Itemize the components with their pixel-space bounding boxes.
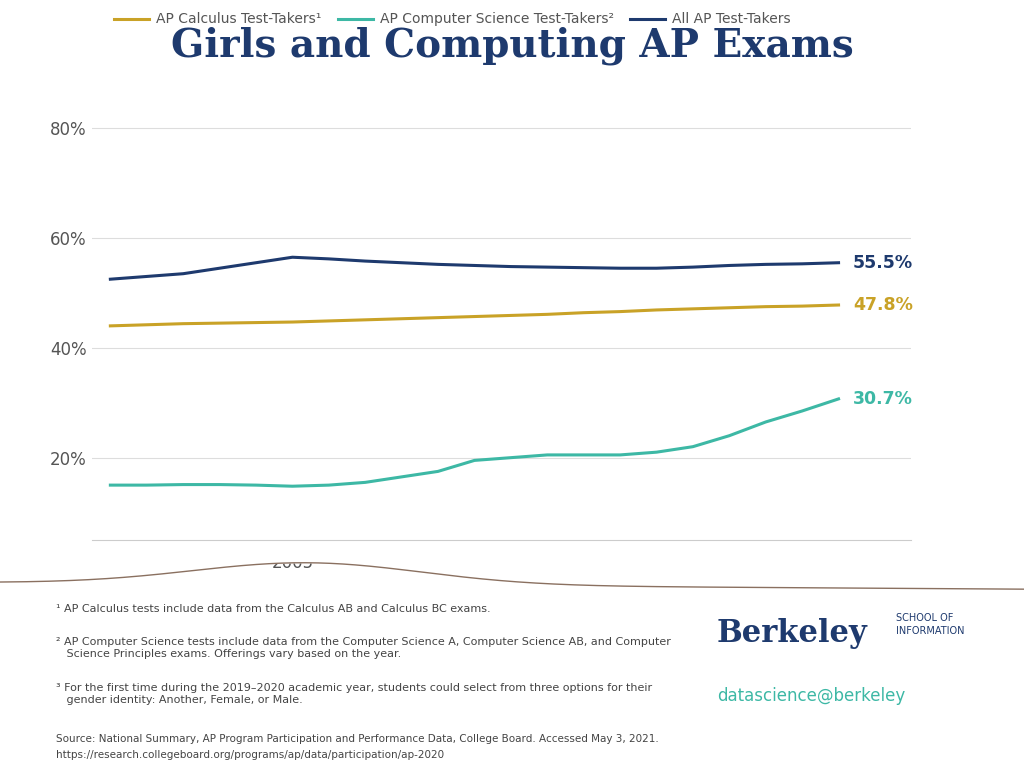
Text: 55.5%: 55.5% — [853, 254, 913, 272]
Text: ² AP Computer Science tests include data from the Computer Science A, Computer S: ² AP Computer Science tests include data… — [56, 637, 671, 659]
Text: ¹ AP Calculus tests include data from the Calculus AB and Calculus BC exams.: ¹ AP Calculus tests include data from th… — [56, 604, 490, 614]
Text: datascience@berkeley: datascience@berkeley — [717, 687, 905, 705]
Text: 30.7%: 30.7% — [853, 390, 913, 408]
Text: ³ For the first time during the 2019–2020 academic year, students could select f: ³ For the first time during the 2019–202… — [56, 683, 652, 705]
Text: https://research.collegeboard.org/programs/ap/data/participation/ap-2020: https://research.collegeboard.org/progra… — [56, 750, 444, 760]
Legend: AP Calculus Test-Takers¹, AP Computer Science Test-Takers², All AP Test-Takers: AP Calculus Test-Takers¹, AP Computer Sc… — [109, 7, 797, 32]
Text: Berkeley: Berkeley — [717, 617, 867, 649]
Text: SCHOOL OF
INFORMATION: SCHOOL OF INFORMATION — [896, 613, 965, 637]
Text: 47.8%: 47.8% — [853, 296, 913, 314]
Text: Source: National Summary, AP Program Participation and Performance Data, College: Source: National Summary, AP Program Par… — [56, 735, 659, 745]
Text: Girls and Computing AP Exams: Girls and Computing AP Exams — [171, 27, 853, 65]
